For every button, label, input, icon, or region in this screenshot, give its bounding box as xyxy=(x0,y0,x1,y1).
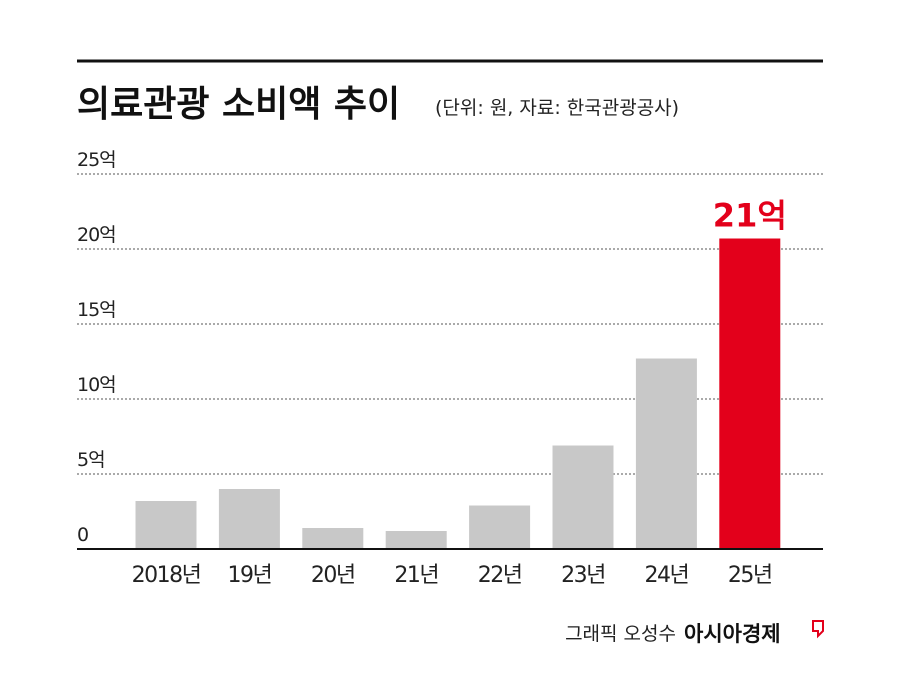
x-tick-label: 2018년 xyxy=(132,563,201,588)
y-tick-label: 0 xyxy=(77,524,88,546)
chart-subtitle: (단위: 원, 자료: 한국관광공사) xyxy=(435,97,679,119)
x-tick-label: 19년 xyxy=(228,563,272,588)
y-tick-label: 5억 xyxy=(77,449,105,471)
y-tick-label: 10억 xyxy=(77,374,116,396)
grid-layer xyxy=(77,173,823,475)
bar xyxy=(302,528,364,549)
x-tick-label: 20년 xyxy=(311,563,355,588)
brand-logo-text: 아시아경제 xyxy=(684,622,781,646)
graphic-credit: 그래픽 오성수 xyxy=(565,623,676,645)
bar xyxy=(552,445,614,549)
bar-layer xyxy=(135,238,781,549)
y-tick-label: 15억 xyxy=(77,299,116,321)
bar xyxy=(635,358,697,549)
x-axis-ticks: 2018년 19년 20년 21년 22년 23년 24년 25년 xyxy=(132,563,774,588)
bar-value-label: 21억 xyxy=(713,197,787,235)
bar xyxy=(218,489,280,549)
bar xyxy=(385,531,447,549)
brand-mark-icon xyxy=(812,620,824,639)
bar xyxy=(469,505,531,549)
x-tick-label: 21년 xyxy=(394,563,438,588)
x-tick-label: 22년 xyxy=(478,563,522,588)
x-tick-label: 23년 xyxy=(561,563,605,588)
y-tick-label: 20억 xyxy=(77,224,116,246)
y-tick-label: 25억 xyxy=(77,149,116,171)
y-axis-ticks: 0 5억 10억 15억 20억 25억 xyxy=(77,149,117,546)
bar xyxy=(135,501,197,549)
x-tick-label: 25년 xyxy=(728,563,772,588)
chart-title: 의료관광 소비액 추이 xyxy=(77,84,400,125)
x-tick-label: 24년 xyxy=(645,563,689,588)
bar-highlight xyxy=(719,238,781,549)
